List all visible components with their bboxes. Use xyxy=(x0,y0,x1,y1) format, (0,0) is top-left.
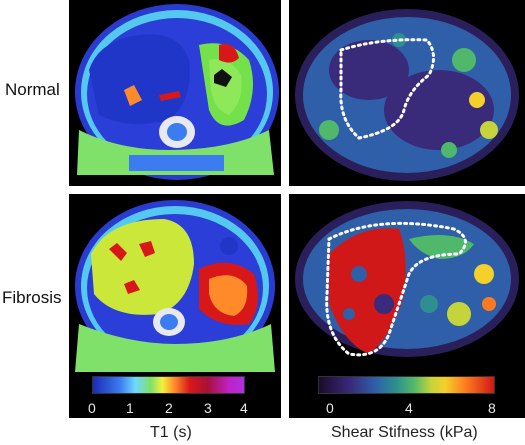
t1-tick-2: 2 xyxy=(165,400,173,416)
row-label-normal: Normal xyxy=(5,80,60,99)
row-label-fibrosis: Fibrosis xyxy=(2,288,62,307)
stiffness-tick-4: 4 xyxy=(405,400,413,416)
t1-axis-title: T1 (s) xyxy=(150,424,192,441)
stiffness-tick-8: 8 xyxy=(488,400,496,416)
t1-colorbar xyxy=(92,376,245,394)
roi-outline xyxy=(339,38,435,140)
t1-tick-3: 3 xyxy=(204,400,212,416)
roi-outline xyxy=(325,221,467,357)
t1-tick-0: 0 xyxy=(88,400,96,416)
t1-map-normal xyxy=(69,0,281,186)
t1-tick-4: 4 xyxy=(240,400,248,416)
stiffness-axis-title: Shear Stifness (kPa) xyxy=(331,424,478,441)
t1-map-fibrosis xyxy=(69,194,281,418)
stiffness-map-normal xyxy=(289,0,525,186)
stiffness-colorbar xyxy=(318,376,495,394)
stiffness-tick-0: 0 xyxy=(326,400,334,416)
t1-tick-1: 1 xyxy=(126,400,134,416)
